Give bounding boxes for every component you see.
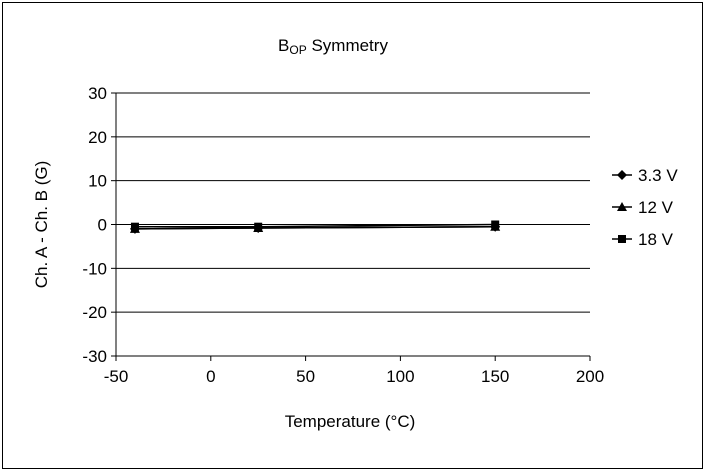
data-point-3 bbox=[130, 222, 139, 231]
x-tick-label: 50 bbox=[296, 367, 315, 386]
y-tick-label: -20 bbox=[82, 303, 107, 322]
data-point-3 bbox=[254, 222, 263, 231]
x-tick-label: 200 bbox=[576, 367, 604, 386]
legend-marker-1 bbox=[617, 170, 627, 180]
legend-marker-3 bbox=[618, 235, 626, 243]
y-tick-label: 0 bbox=[98, 216, 107, 235]
y-tick-label: 10 bbox=[88, 172, 107, 191]
y-tick-label: 30 bbox=[88, 84, 107, 103]
legend-label-2: 12 V bbox=[638, 198, 674, 217]
x-tick-label: 0 bbox=[206, 367, 215, 386]
chart-title: BOP Symmetry bbox=[278, 36, 388, 57]
y-tick-label: 20 bbox=[88, 128, 107, 147]
line-chart: -30 -20 -10 0 10 20 30 -50 0 50 100 150 200 Temperatu… bbox=[32, 84, 678, 431]
y-tick-label: -30 bbox=[82, 347, 107, 366]
legend-label-3: 18 V bbox=[638, 230, 674, 249]
data-point-3 bbox=[491, 220, 500, 229]
x-axis-title: Temperature (°C) bbox=[285, 412, 416, 431]
x-tick-label: -50 bbox=[104, 367, 129, 386]
legend-marker-2 bbox=[617, 202, 627, 211]
x-tick-label: 100 bbox=[386, 367, 414, 386]
y-tick-label: -10 bbox=[82, 259, 107, 278]
legend-label-1: 3.3 V bbox=[638, 166, 678, 185]
chart-frame: BOP Symmetry -30 -20 -10 0 10 20 30 -50 0 50 100 15… bbox=[2, 2, 703, 469]
x-tick-label: 150 bbox=[481, 367, 509, 386]
y-axis-title: Ch. A - Ch. B (G) bbox=[32, 161, 51, 289]
